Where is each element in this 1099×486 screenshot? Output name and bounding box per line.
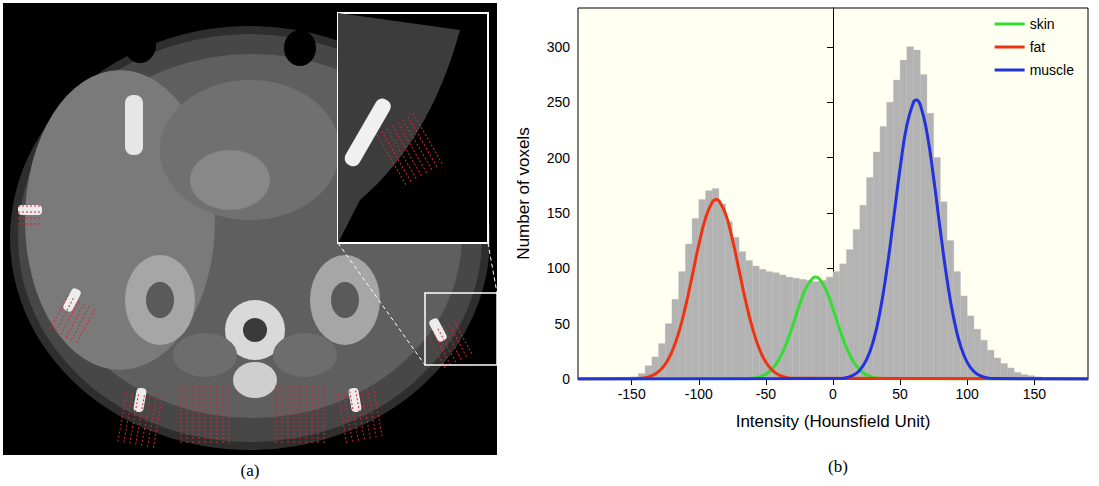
svg-text:250: 250 — [547, 94, 571, 110]
svg-text:150: 150 — [1023, 386, 1047, 402]
svg-text:(a): (a) — [241, 461, 260, 480]
svg-text:-50: -50 — [756, 386, 776, 402]
svg-text:Number of voxels: Number of voxels — [514, 127, 533, 259]
svg-text:300: 300 — [547, 39, 571, 55]
svg-text:0: 0 — [829, 386, 837, 402]
svg-text:50: 50 — [892, 386, 908, 402]
svg-text:fat: fat — [1030, 39, 1046, 55]
svg-text:-100: -100 — [685, 386, 713, 402]
svg-text:200: 200 — [547, 150, 571, 166]
svg-text:50: 50 — [554, 316, 570, 332]
svg-text:muscle: muscle — [1030, 62, 1075, 78]
svg-text:100: 100 — [956, 386, 980, 402]
svg-text:skin: skin — [1030, 16, 1055, 32]
svg-text:-150: -150 — [618, 386, 646, 402]
svg-text:(b): (b) — [828, 457, 848, 476]
svg-text:Intensity (Hounsfield Unit): Intensity (Hounsfield Unit) — [736, 412, 931, 431]
svg-text:100: 100 — [547, 260, 571, 276]
svg-text:150: 150 — [547, 205, 571, 221]
svg-text:0: 0 — [562, 371, 570, 387]
